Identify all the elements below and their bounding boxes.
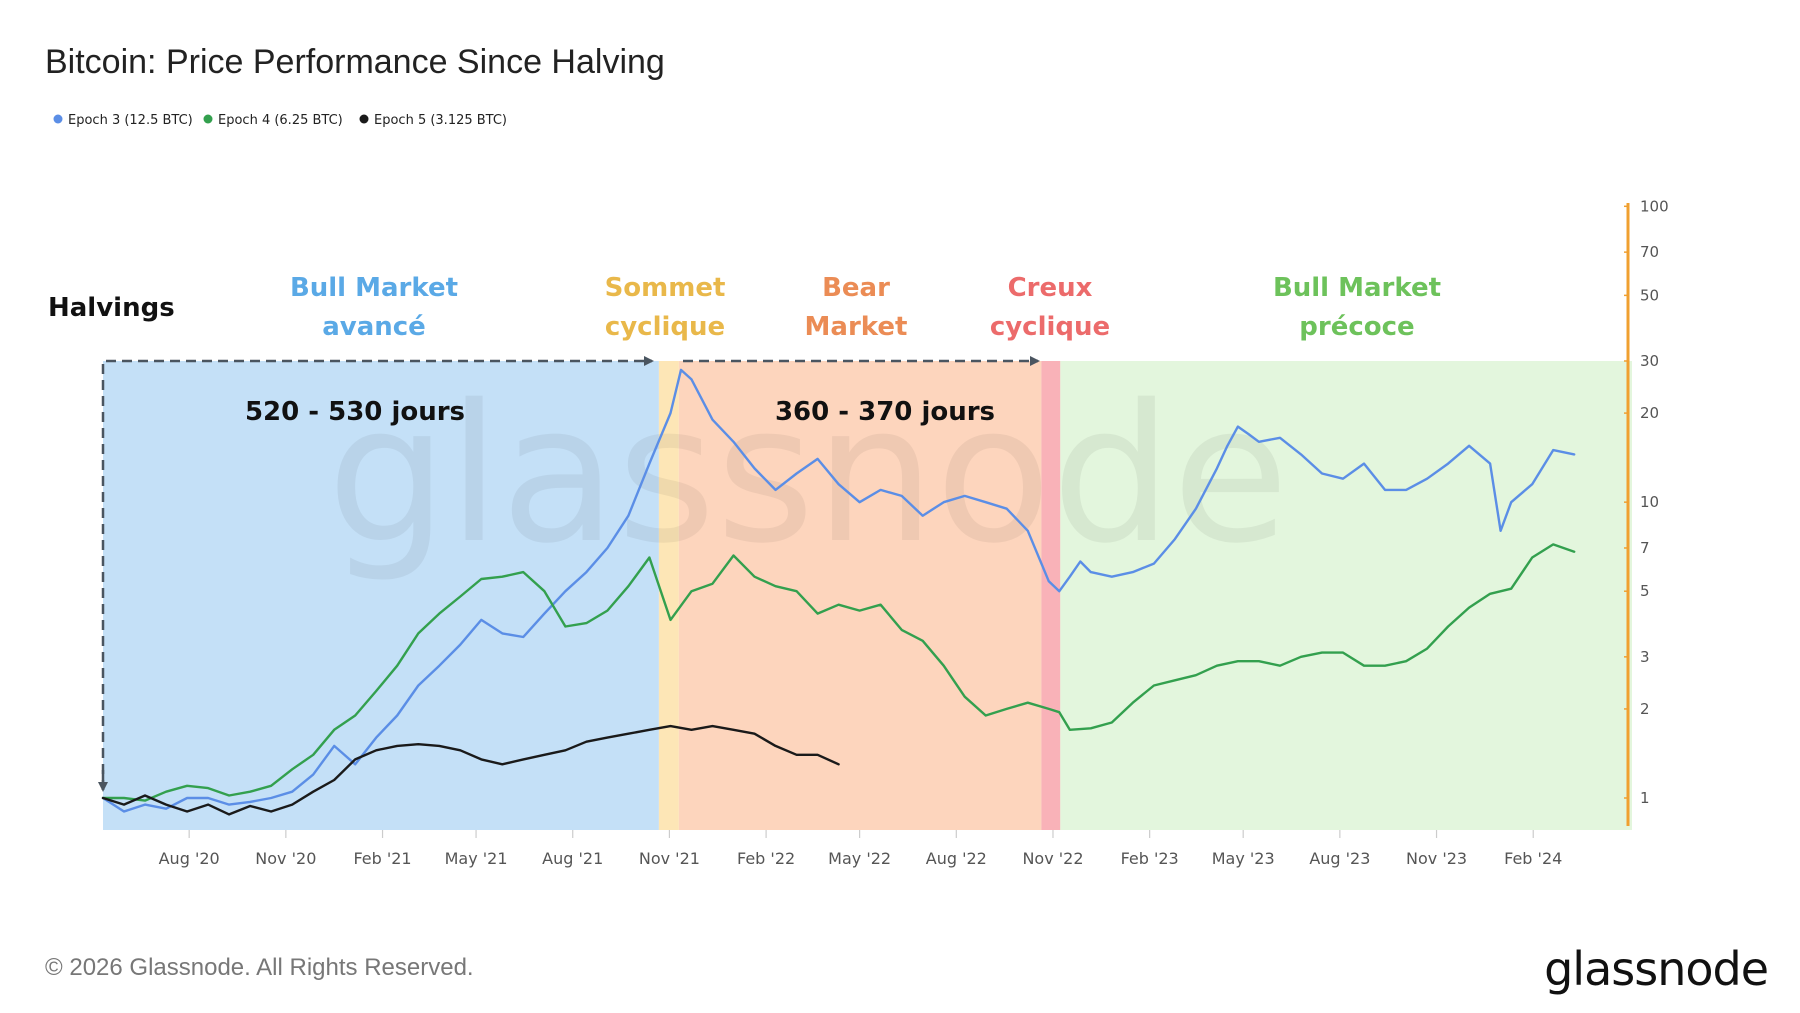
legend-marker-5	[359, 114, 369, 124]
phase-label-bear-line1: Bear	[822, 273, 890, 303]
x-tick-label-12: Aug '23	[1309, 849, 1370, 868]
x-tick-label-3: May '21	[445, 849, 508, 868]
x-tick-label-10: Feb '23	[1121, 849, 1179, 868]
phase-label-bull_early-line1: Bull Market	[1273, 273, 1441, 303]
span-label-bull: 520 - 530 jours	[245, 397, 465, 427]
x-tick-label-7: May '22	[828, 849, 891, 868]
phase-label-top-line1: Sommet	[605, 273, 726, 303]
y-tick-label-20: 20	[1640, 404, 1659, 422]
legend: Epoch 3 (12.5 BTC) Epoch 4 (6.25 BTC) Epoc…	[53, 113, 507, 128]
brand-logo: glassnode	[1544, 942, 1768, 996]
phase-band-bull_late	[103, 361, 659, 830]
phase-band-bull_early	[1060, 361, 1632, 830]
phase-label-bear-line2: Market	[805, 312, 908, 342]
phase-label-bull_late-line1: Bull Market	[290, 273, 458, 303]
x-tick-label-9: Nov '22	[1022, 849, 1083, 868]
phase-labels: Bull Market avancé Sommet cyclique Bear Marke…	[290, 273, 1441, 342]
x-tick-label-1: Nov '20	[255, 849, 316, 868]
right-axis: 1 2 3 5 7 10 20 30 50 70 100	[1624, 197, 1669, 826]
y-tick-label-1: 1	[1640, 789, 1650, 807]
phase-band-top	[658, 361, 679, 830]
legend-marker-4	[203, 114, 213, 124]
y-tick-label-30: 30	[1640, 352, 1659, 370]
series-lines	[101, 368, 1576, 816]
chart-title: Bitcoin: Price Performance Since Halving	[45, 43, 665, 81]
legend-marker-3	[53, 114, 63, 124]
phase-label-trough-line1: Creux	[1008, 273, 1093, 303]
x-tick-label-6: Feb '22	[737, 849, 795, 868]
x-tick-label-13: Nov '23	[1406, 849, 1467, 868]
x-axis: Aug '20 Nov '20 Feb '21 May '21 Aug '21 Nov '…	[159, 830, 1562, 868]
phase-band-bear	[678, 361, 1042, 830]
series-line-epoch3	[101, 368, 1576, 813]
phase-label-trough-line2: cyclique	[990, 312, 1110, 342]
series-line-epoch4	[101, 543, 1576, 802]
y-tick-label-50: 50	[1640, 286, 1659, 304]
y-tick-label-70: 70	[1640, 243, 1659, 261]
watermark: glassnode	[327, 364, 1289, 585]
phase-bands	[103, 361, 1632, 830]
x-tick-label-2: Feb '21	[353, 849, 411, 868]
x-tick-label-5: Nov '21	[639, 849, 700, 868]
copyright-text: © 2026 Glassnode. All Rights Reserved.	[45, 954, 474, 981]
phase-band-trough	[1041, 361, 1061, 830]
phase-label-bull_early-line2: précoce	[1299, 312, 1414, 342]
y-tick-label-7: 7	[1640, 539, 1650, 557]
halvings-label: Halvings	[48, 293, 175, 323]
phase-label-bull_late-line2: avancé	[322, 312, 426, 342]
legend-label-3[interactable]: Epoch 3 (12.5 BTC)	[68, 113, 193, 128]
legend-label-4[interactable]: Epoch 4 (6.25 BTC)	[218, 113, 343, 128]
x-tick-label-4: Aug '21	[542, 849, 603, 868]
x-tick-label-8: Aug '22	[926, 849, 987, 868]
x-tick-label-0: Aug '20	[159, 849, 220, 868]
span-label-bear: 360 - 370 jours	[775, 397, 995, 427]
y-tick-label-3: 3	[1640, 648, 1650, 666]
y-tick-label-5: 5	[1640, 582, 1650, 600]
y-tick-label-100: 100	[1640, 197, 1669, 215]
y-tick-label-10: 10	[1640, 493, 1659, 511]
y-tick-label-2: 2	[1640, 700, 1650, 718]
legend-label-5[interactable]: Epoch 5 (3.125 BTC)	[374, 113, 507, 128]
x-tick-label-11: May '23	[1212, 849, 1275, 868]
series-line-epoch5	[101, 724, 840, 816]
x-tick-label-14: Feb '24	[1504, 849, 1562, 868]
phase-label-top-line2: cyclique	[605, 312, 725, 342]
